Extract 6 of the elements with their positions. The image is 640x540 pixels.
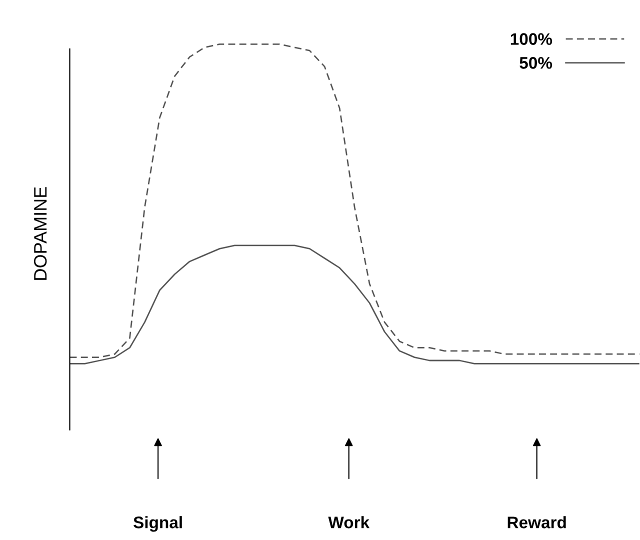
y-axis-title: DOPAMINE	[34, 187, 47, 280]
legend-label: 100%	[510, 33, 552, 45]
text: Signal	[134, 516, 182, 532]
legend-label: 50%	[520, 57, 552, 69]
text: Work	[328, 516, 370, 528]
text: Reward	[508, 516, 566, 528]
